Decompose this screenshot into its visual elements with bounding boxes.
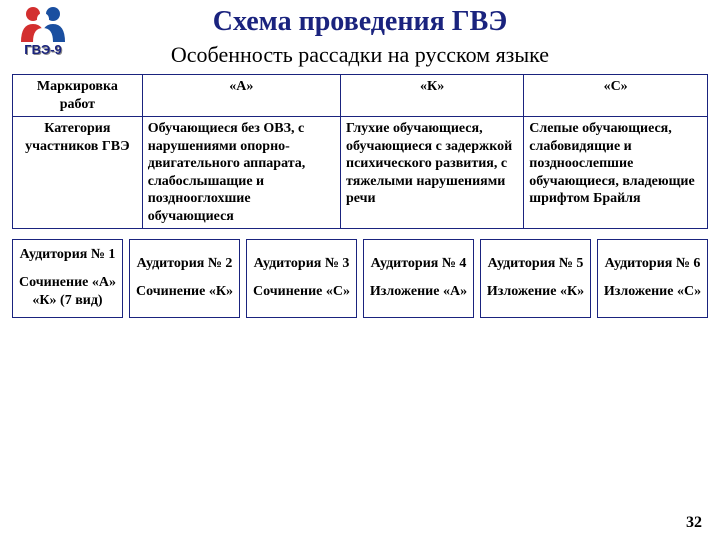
audience-box-4: Аудитория № 4 Изложение «А» — [363, 239, 474, 318]
audience-desc: Изложение «С» — [600, 283, 705, 301]
page-title: Схема проведения ГВЭ — [0, 6, 720, 38]
audience-num: Аудитория № 4 — [366, 255, 471, 273]
audience-box-3: Аудитория № 3 Сочинение «С» — [246, 239, 357, 318]
audience-desc: Сочинение «К» — [132, 283, 237, 301]
page-subtitle: Особенность рассадки на русском языке — [0, 42, 720, 68]
audience-row: Аудитория № 1 Сочинение «А»«К» (7 вид) А… — [12, 239, 708, 318]
row-label: Категория участников ГВЭ — [13, 117, 143, 229]
page-number: 32 — [686, 514, 702, 532]
people-icon — [17, 4, 69, 44]
audience-num: Аудитория № 1 — [15, 246, 120, 264]
audience-box-5: Аудитория № 5 Изложение «К» — [480, 239, 591, 318]
col-header-c: «С» — [524, 75, 708, 117]
audience-num: Аудитория № 5 — [483, 255, 588, 273]
category-table: Маркировка работ «А» «К» «С» Категория у… — [12, 74, 708, 229]
audience-num: Аудитория № 6 — [600, 255, 705, 273]
row-label: Маркировка работ — [13, 75, 143, 117]
table-row: Маркировка работ «А» «К» «С» — [13, 75, 708, 117]
cell-k: Глухие обучающиеся, обучающиеся с задерж… — [341, 117, 524, 229]
col-header-k: «К» — [341, 75, 524, 117]
logo: ГВЭ-9 — [8, 4, 78, 57]
table-row: Категория участников ГВЭ Обучающиеся без… — [13, 117, 708, 229]
audience-desc: Изложение «К» — [483, 283, 588, 301]
audience-desc: Сочинение «С» — [249, 283, 354, 301]
audience-num: Аудитория № 3 — [249, 255, 354, 273]
audience-box-6: Аудитория № 6 Изложение «С» — [597, 239, 708, 318]
title-block: Схема проведения ГВЭ Особенность рассадк… — [0, 0, 720, 68]
audience-desc: Сочинение «А»«К» (7 вид) — [15, 274, 120, 310]
cell-c: Слепые обучающиеся, слабовидящие и поздн… — [524, 117, 708, 229]
audience-num: Аудитория № 2 — [132, 255, 237, 273]
audience-box-1: Аудитория № 1 Сочинение «А»«К» (7 вид) — [12, 239, 123, 318]
logo-label: ГВЭ-9 — [8, 42, 78, 57]
col-header-a: «А» — [142, 75, 340, 117]
audience-desc: Изложение «А» — [366, 283, 471, 301]
audience-box-2: Аудитория № 2 Сочинение «К» — [129, 239, 240, 318]
cell-a: Обучающиеся без ОВЗ, с нарушениями опорн… — [142, 117, 340, 229]
